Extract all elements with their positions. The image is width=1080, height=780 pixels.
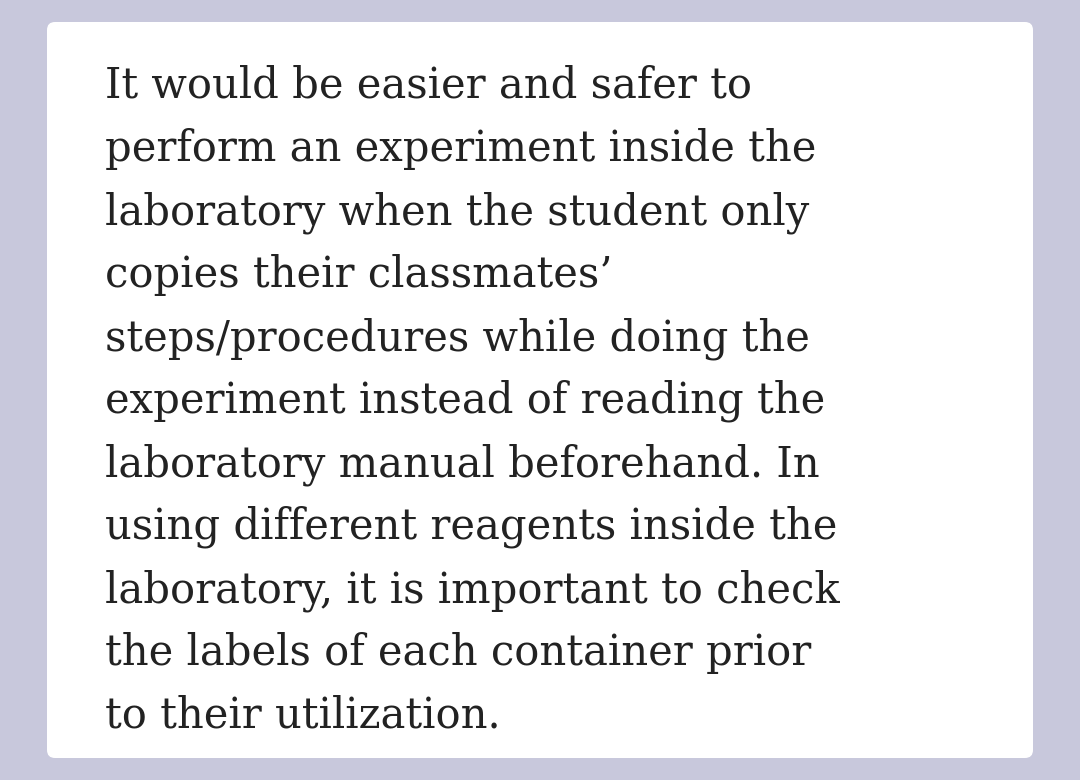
Text: laboratory, it is important to check: laboratory, it is important to check	[105, 569, 840, 612]
Text: perform an experiment inside the: perform an experiment inside the	[105, 128, 816, 170]
FancyBboxPatch shape	[48, 22, 1032, 758]
Text: steps/procedures while doing the: steps/procedures while doing the	[105, 317, 810, 360]
Text: laboratory manual beforehand. In: laboratory manual beforehand. In	[105, 443, 820, 485]
Text: It would be easier and safer to: It would be easier and safer to	[105, 65, 752, 107]
Text: the labels of each container prior: the labels of each container prior	[105, 632, 811, 674]
Text: using different reagents inside the: using different reagents inside the	[105, 506, 837, 548]
Text: to their utilization.: to their utilization.	[105, 695, 501, 737]
Text: copies their classmates’: copies their classmates’	[105, 254, 612, 296]
Text: laboratory when the student only: laboratory when the student only	[105, 191, 809, 233]
Text: experiment instead of reading the: experiment instead of reading the	[105, 380, 825, 423]
